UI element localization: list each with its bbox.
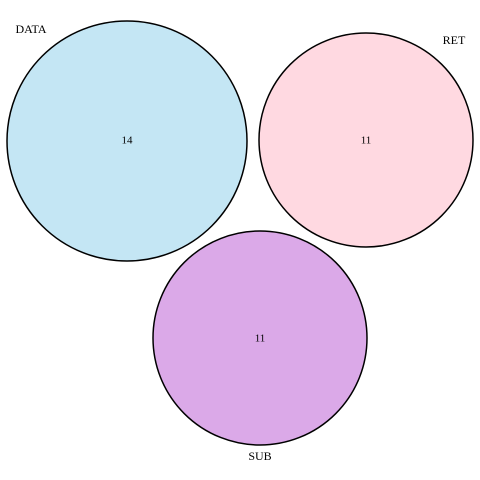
set-data-count: 14	[122, 135, 134, 147]
set-ret-label: RET	[443, 33, 466, 47]
set-data-label: DATA	[15, 22, 46, 36]
set-data: 14 DATA	[6, 20, 248, 262]
set-ret: 11 RET	[258, 32, 474, 248]
set-sub-count: 11	[255, 333, 266, 345]
set-ret-circle	[258, 32, 474, 248]
set-sub: 11 SUB	[152, 230, 368, 463]
set-data-circle	[6, 20, 248, 262]
set-ret-count: 11	[361, 135, 372, 147]
set-sub-circle	[152, 230, 368, 446]
set-sub-label: SUB	[248, 449, 271, 463]
